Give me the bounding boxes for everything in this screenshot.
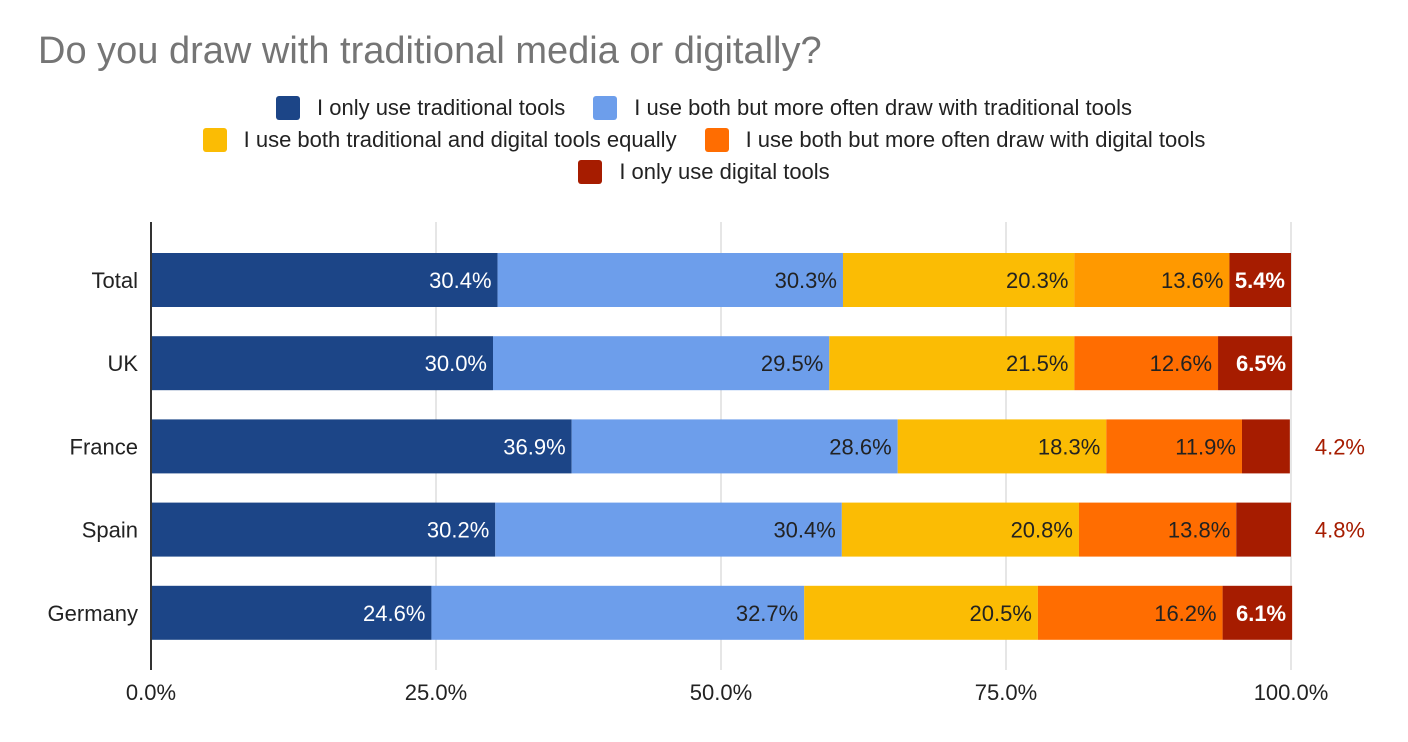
x-tick-label: 75.0% [975,680,1037,705]
data-label: 13.8% [1168,518,1230,543]
data-label: 11.9% [1175,434,1236,459]
data-label: 21.5% [1006,351,1068,376]
data-label: 6.1% [1236,601,1286,626]
bar-segment [431,585,805,640]
category-label: Spain [82,518,138,543]
legend-row: I only use traditional tools I use both … [0,92,1408,124]
bar-segment [1106,419,1242,474]
data-label: 20.3% [1006,268,1068,293]
legend-swatch [593,96,618,120]
bar-segment [1037,585,1223,640]
bar-segment [151,253,498,307]
bar-segment [829,336,1075,391]
x-tick-label: 25.0% [405,680,467,705]
bar-segment [842,253,1075,307]
category-label: France [70,434,138,459]
bar-segment [151,502,496,557]
x-tick-label: 50.0% [690,680,752,705]
x-tick-label: 100.0% [1254,680,1329,705]
data-label: 4.2% [1315,434,1365,459]
bar-segment [1229,253,1291,307]
data-label: 29.5% [761,351,823,376]
category-label: Total [92,268,138,293]
legend: I only use traditional tools I use both … [0,92,1408,188]
legend-swatch [276,96,300,120]
bar-segment [1074,336,1219,391]
category-label: Germany [48,601,138,626]
x-tick-label: 0.0% [126,680,176,705]
data-label: 30.3% [775,268,837,293]
data-label: 4.8% [1315,518,1365,543]
data-label: 16.2% [1154,601,1216,626]
bar-segment [1236,502,1291,557]
legend-label: I only use digital tools [619,159,830,184]
bar-segment [495,502,842,557]
data-label: 20.5% [970,601,1032,626]
legend-item-digital-only: I only use digital tools [578,159,830,185]
bar-segment [841,502,1079,557]
legend-item-mostly-digital: I use both but more often draw with digi… [704,127,1206,153]
data-label: 28.6% [829,434,891,459]
legend-swatch [202,128,227,152]
data-label: 30.4% [773,518,835,543]
data-label: 36.9% [503,434,565,459]
bar-segment [1078,502,1237,557]
data-label: 30.2% [427,518,489,543]
bar-segment [151,585,432,640]
legend-label: I use both traditional and digital tools… [243,127,677,152]
legend-item-traditional-only: I only use traditional tools [276,95,565,121]
legend-swatch [704,128,729,152]
bar-segment [151,336,493,391]
legend-swatch [578,160,603,184]
data-label: 5.4% [1235,268,1285,293]
data-label: 12.6% [1150,351,1212,376]
bar-segment [1074,253,1230,307]
data-label: 24.6% [363,601,425,626]
bar-segment [1241,419,1290,474]
data-label: 32.7% [736,601,798,626]
category-label: UK [107,351,138,376]
legend-row: I use both traditional and digital tools… [0,124,1408,156]
data-label: 30.4% [429,268,491,293]
bar-segment [1222,585,1293,640]
bar-segment [571,419,898,474]
chart-title: Do you draw with traditional media or di… [38,30,822,72]
bar-segment [804,585,1038,640]
legend-item-mostly-traditional: I use both but more often draw with trad… [593,95,1132,121]
bar-segment [151,419,572,474]
data-label: 6.5% [1236,351,1286,376]
legend-label: I use both but more often draw with digi… [745,127,1206,152]
legend-item-equal: I use both traditional and digital tools… [202,127,677,153]
bar-segment [897,419,1107,474]
bar-segment [493,336,830,391]
bar-segment [1218,336,1293,391]
data-label: 18.3% [1038,434,1100,459]
data-label: 20.8% [1011,518,1073,543]
legend-row: I only use digital tools [0,156,1408,188]
legend-label: I use both but more often draw with trad… [634,95,1132,120]
data-label: 13.6% [1161,268,1223,293]
data-label: 30.0% [425,351,487,376]
legend-label: I only use traditional tools [317,95,566,120]
bar-segment [497,253,843,307]
